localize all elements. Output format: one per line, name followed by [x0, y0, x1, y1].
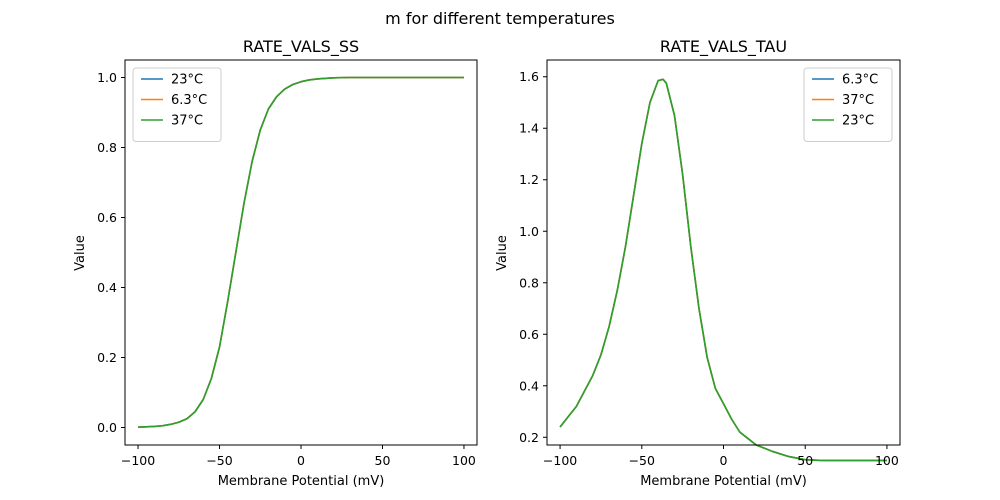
tau-x-tick-label: −100	[543, 453, 577, 468]
tau-y-axis-label: Value	[495, 235, 510, 271]
ss-legend-label-2: 37°C	[171, 114, 203, 129]
tau-y-tick-label: 0.6	[519, 327, 539, 342]
ss-x-tick-label: 0	[297, 453, 305, 468]
tau-y-tick-label: 1.0	[519, 224, 539, 239]
ss-x-tick-label: −100	[121, 453, 155, 468]
tau-y-tick-label: 1.6	[519, 69, 539, 84]
tau-y-tick-label: 0.8	[519, 275, 539, 290]
ss-x-axis-label: Membrane Potential (mV)	[218, 474, 385, 489]
ss-y-tick-label: 0.4	[97, 280, 117, 295]
ss-x-tick-label: 50	[375, 453, 391, 468]
tau-legend-label-0: 6.3°C	[842, 73, 878, 88]
tau-legend: 6.3°C 37°C 23°C	[803, 67, 893, 142]
ss-legend: 23°C 6.3°C 37°C	[132, 67, 222, 142]
ss-plot: RATE_VALS_SS Membrane Potential (mV) Val…	[73, 37, 478, 489]
tau-y-tick-label: 1.4	[519, 121, 539, 136]
tau-x-axis-label: Membrane Potential (mV)	[640, 474, 807, 489]
tau-legend-label-1: 37°C	[842, 93, 874, 108]
ss-y-tick-label: 1.0	[97, 70, 117, 85]
ss-plot-title: RATE_VALS_SS	[243, 37, 359, 57]
tau-plot-title: RATE_VALS_TAU	[660, 37, 787, 57]
ss-x-tick-label: −50	[206, 453, 232, 468]
ss-series-line-2	[138, 76, 464, 428]
tau-plot: RATE_VALS_TAU Membrane Potential (mV) Va…	[495, 37, 901, 489]
ss-legend-label-0: 23°C	[171, 73, 203, 88]
tau-x-tick-label: 100	[875, 453, 899, 468]
ss-legend-box	[132, 67, 222, 142]
figure-suptitle: m for different temperatures	[385, 9, 615, 28]
tau-series-line-2	[559, 78, 887, 462]
ss-y-tick-label: 0.0	[97, 420, 117, 435]
tau-x-tick-label: 0	[720, 453, 728, 468]
ss-y-tick-label: 0.8	[97, 140, 117, 155]
tau-legend-box	[803, 67, 893, 142]
ss-y-axis-label: Value	[73, 235, 88, 271]
ss-x-tick-label: 100	[452, 453, 476, 468]
tau-legend-label-2: 23°C	[842, 114, 874, 129]
tau-y-tick-label: 1.2	[519, 172, 539, 187]
ss-y-tick-label: 0.2	[97, 350, 117, 365]
ss-y-tick-label: 0.6	[97, 210, 117, 225]
ss-legend-label-1: 6.3°C	[171, 93, 207, 108]
tau-y-tick-label: 0.4	[519, 378, 539, 393]
tau-y-tick-label: 0.2	[519, 430, 539, 445]
tau-x-tick-label: −50	[629, 453, 655, 468]
tau-x-tick-label: 50	[797, 453, 813, 468]
